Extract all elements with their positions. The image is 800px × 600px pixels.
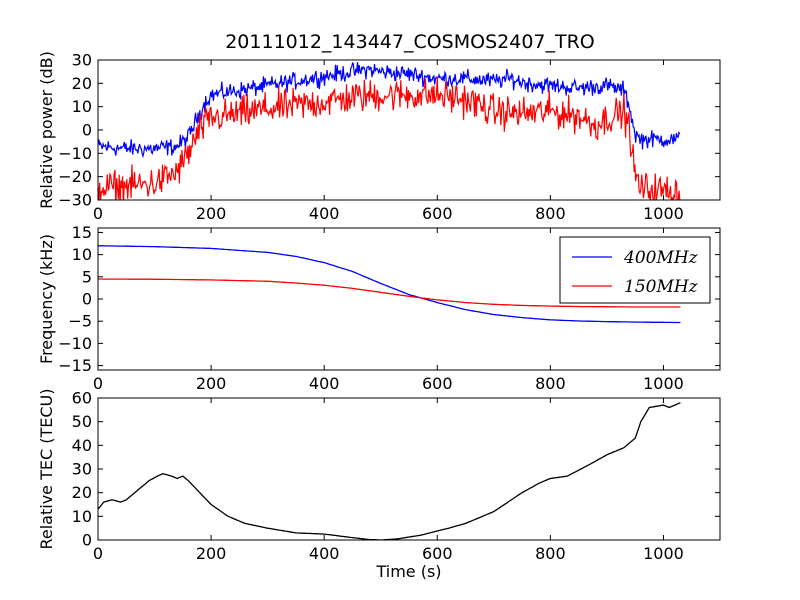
frequency-y-tick-label: 10 xyxy=(72,245,92,264)
frequency-y-tick-label: −10 xyxy=(58,334,92,353)
tec-x-tick-label: 200 xyxy=(196,544,227,563)
tec-y-tick-label: 60 xyxy=(72,389,92,408)
power-x-tick-label: 800 xyxy=(535,204,566,223)
frequency-y-tick-label: 5 xyxy=(82,267,92,286)
tec-x-tick-label: 800 xyxy=(535,544,566,563)
tec-y-tick-label: 30 xyxy=(72,460,92,479)
chart-title: 20111012_143447_COSMOS2407_TRO xyxy=(225,31,595,53)
tec-x-axis-label: Time (s) xyxy=(375,562,441,581)
power-panel: 0 200 400 600 800 1000 −30 −20 −10 0 10 20 30 Relativ… xyxy=(37,51,721,223)
power-y-tick-label: −20 xyxy=(58,167,92,186)
tec-x-tick-label: 600 xyxy=(422,544,453,563)
frequency-y-axis-label: Frequency (kHz) xyxy=(37,234,56,364)
frequency-x-tick-label: 600 xyxy=(422,374,453,393)
power-y-tick-label: −10 xyxy=(58,144,92,163)
power-plot-area xyxy=(98,62,681,200)
frequency-y-tick-label: 15 xyxy=(72,223,92,242)
legend: 400MHz 150MHz xyxy=(559,236,711,304)
legend-label: 150MHz xyxy=(624,277,699,297)
frequency-x-tick-label: 200 xyxy=(196,374,227,393)
tec-y-tick-label: 10 xyxy=(72,507,92,526)
frequency-series-line-1 xyxy=(98,278,681,308)
tec-x-tick-label: 1000 xyxy=(643,544,684,563)
power-y-tick-label: −30 xyxy=(58,191,92,210)
tec-x-tick-label: 0 xyxy=(93,544,103,563)
power-y-axis-label: Relative power (dB) xyxy=(37,51,56,209)
tec-x-tick-label: 400 xyxy=(309,544,340,563)
frequency-x-tick-label: 800 xyxy=(535,374,566,393)
frequency-y-tick-label: −5 xyxy=(68,312,92,331)
power-series-line-1 xyxy=(98,77,681,200)
frequency-series-line-0 xyxy=(98,245,681,324)
tec-y-tick-label: 20 xyxy=(72,483,92,502)
power-x-tick-label: 0 xyxy=(93,204,103,223)
power-x-tick-label: 1000 xyxy=(643,204,684,223)
frequency-panel: 0 200 400 600 800 1000 −15 −10 −5 0 5 10 15 Frequency… xyxy=(37,223,721,393)
power-y-tick-label: 0 xyxy=(82,121,92,140)
legend-box xyxy=(559,236,711,304)
frequency-y-tick-label: −15 xyxy=(58,356,92,375)
power-y-tick-label: 20 xyxy=(72,74,92,93)
power-series-line-0 xyxy=(98,62,681,159)
frequency-x-tick-label: 0 xyxy=(93,374,103,393)
legend-label: 400MHz xyxy=(623,248,699,268)
power-x-tick-label: 600 xyxy=(422,204,453,223)
tec-y-axis-label: Relative TEC (TECU) xyxy=(37,389,56,550)
power-y-tick-label: 10 xyxy=(72,97,92,116)
power-x-tick-label: 400 xyxy=(309,204,340,223)
frequency-x-tick-label: 1000 xyxy=(643,374,684,393)
frequency-y-tick-label: 0 xyxy=(82,290,92,309)
frequency-x-tick-label: 400 xyxy=(309,374,340,393)
tec-y-tick-label: 0 xyxy=(82,531,92,550)
power-y-tick-label: 30 xyxy=(72,51,92,70)
tec-y-tick-label: 50 xyxy=(72,412,92,431)
power-x-tick-label: 200 xyxy=(196,204,227,223)
tec-y-tick-label: 40 xyxy=(72,436,92,455)
frequency-plot-area xyxy=(98,245,681,324)
